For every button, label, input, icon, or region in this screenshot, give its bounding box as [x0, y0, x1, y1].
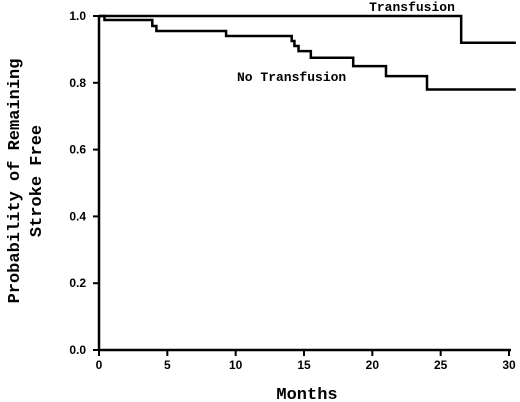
- y-tick-label: 0.4: [69, 209, 86, 223]
- transfusion-curve: [99, 14, 516, 44]
- x-axis-title: Months: [276, 386, 337, 402]
- transfusion-label: Transfusion: [369, 0, 455, 15]
- x-tick-label: 30: [502, 358, 516, 372]
- x-tick-label: 25: [434, 358, 448, 372]
- no-transfusion-label: No Transfusion: [237, 70, 346, 85]
- x-tick-label: 5: [164, 358, 171, 372]
- x-axis-ticks: 0 5 10 15 20 25 30: [96, 350, 516, 372]
- y-tick-label: 0.2: [69, 276, 86, 290]
- y-tick-label: 0.0: [69, 343, 86, 357]
- y-axis-title-line-2: Stroke Free: [28, 125, 47, 237]
- y-tick-label: 1.0: [69, 9, 86, 23]
- no-transfusion-curve: [99, 14, 516, 91]
- survival-curves: [99, 14, 516, 91]
- y-tick-label: 0.8: [69, 76, 86, 90]
- y-axis-ticks: 0.0 0.2 0.4 0.6 0.8 1.0: [69, 9, 99, 357]
- x-tick-label: 20: [366, 358, 380, 372]
- x-tick-label: 0: [96, 358, 103, 372]
- x-tick-label: 10: [229, 358, 243, 372]
- x-tick-label: 15: [297, 358, 311, 372]
- y-tick-label: 0.6: [69, 143, 86, 157]
- y-axis-title-line-1: Probability of Remaining: [6, 59, 25, 304]
- series-labels: Transfusion No Transfusion: [237, 0, 455, 85]
- y-axis-title: Probability of Remaining Stroke Free: [6, 59, 47, 304]
